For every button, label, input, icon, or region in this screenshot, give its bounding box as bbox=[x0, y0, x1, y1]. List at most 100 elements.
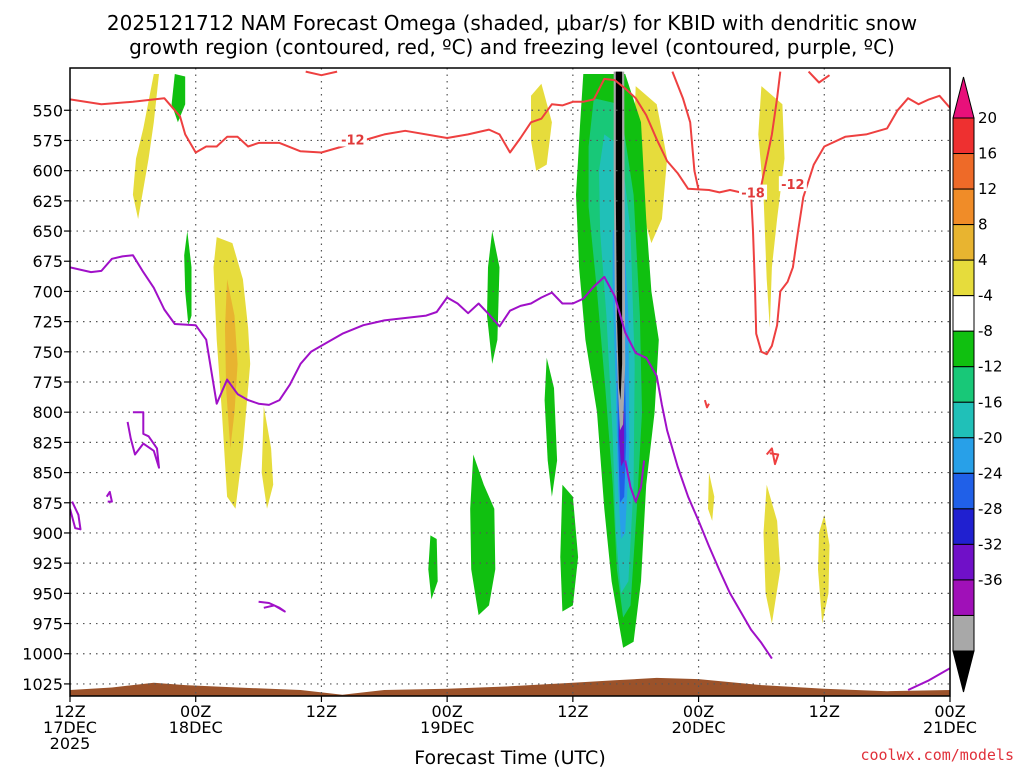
contour-labels: -12 -18 -12 bbox=[338, 131, 807, 202]
x-tick-label: 00Z bbox=[431, 702, 462, 721]
colorbar-label: 12 bbox=[978, 180, 997, 198]
omega-shade-region bbox=[132, 74, 159, 219]
x-tick-label: 19DEC bbox=[420, 718, 474, 737]
y-axis-ticks: 550 575 600 625 650 675 700 725 750 775 800 825 850 8… bbox=[22, 101, 70, 694]
y-tick-label: 600 bbox=[32, 162, 63, 181]
y-tick-label: 900 bbox=[32, 524, 63, 543]
omega-shade-region bbox=[470, 454, 496, 616]
colorbar-label: -28 bbox=[978, 500, 1003, 518]
contour-line bbox=[126, 411, 160, 469]
contour-line bbox=[70, 254, 773, 660]
y-tick-label: 625 bbox=[32, 192, 63, 211]
colorbar-label: -12 bbox=[978, 358, 1003, 376]
terrain-layer bbox=[70, 677, 950, 696]
x-tick-label: 12Z bbox=[306, 702, 337, 721]
omega-shade-region bbox=[758, 86, 785, 328]
colorbar-bin bbox=[952, 330, 975, 368]
colorbar-label: -16 bbox=[978, 393, 1003, 411]
x-tick-label: 21DEC bbox=[923, 718, 977, 737]
contour-label-bg bbox=[338, 131, 367, 147]
omega-shade-region bbox=[763, 484, 781, 624]
colorbar-bin bbox=[952, 117, 975, 155]
y-tick-label: 800 bbox=[32, 403, 63, 422]
contour-line bbox=[70, 77, 751, 194]
contour-label-bg bbox=[739, 184, 768, 200]
y-tick-label: 950 bbox=[32, 584, 63, 603]
omega-shade-region bbox=[708, 472, 715, 521]
x-tick-label: 12Z bbox=[809, 702, 840, 721]
colorbar-label: -32 bbox=[978, 535, 1003, 553]
colorbar-bin bbox=[952, 543, 975, 581]
x-tick-label: 12Z bbox=[557, 702, 588, 721]
contour-label-bg bbox=[778, 176, 807, 192]
contour-line bbox=[907, 667, 950, 691]
chart-title-line-2: growth region (contoured, red, ºC) and f… bbox=[129, 35, 895, 59]
colorbar-bottom-arrow bbox=[952, 650, 975, 693]
y-tick-label: 1000 bbox=[22, 645, 63, 664]
colorbar-label: 4 bbox=[978, 251, 988, 269]
y-tick-label: 925 bbox=[32, 554, 63, 573]
colorbar-bin bbox=[952, 188, 975, 226]
x-tick-label: 18DEC bbox=[169, 718, 223, 737]
y-tick-label: 1025 bbox=[22, 675, 63, 694]
contour-line bbox=[703, 399, 710, 409]
contour-line bbox=[624, 460, 646, 503]
colorbar-label: -36 bbox=[978, 571, 1003, 589]
x-tick-label: 12Z bbox=[54, 702, 85, 721]
omega-shade-region bbox=[261, 406, 274, 509]
contour-label: -12 bbox=[341, 133, 365, 148]
colorbar-bin bbox=[952, 153, 975, 190]
y-tick-label: 550 bbox=[32, 101, 63, 120]
omega-shading-layer bbox=[132, 71, 830, 648]
colorbar-bin bbox=[952, 259, 975, 297]
contour-label: -18 bbox=[741, 187, 765, 202]
y-tick-label: 850 bbox=[32, 464, 63, 483]
omega-shade-region bbox=[560, 484, 579, 612]
y-tick-label: 700 bbox=[32, 282, 63, 301]
x-tick-label: 00Z bbox=[934, 702, 965, 721]
contour-line bbox=[671, 71, 700, 191]
colorbar-bin bbox=[952, 614, 975, 652]
colorbar-label: 16 bbox=[978, 145, 997, 163]
contour-line bbox=[305, 70, 338, 77]
x-tick-label: 00Z bbox=[180, 702, 211, 721]
colorbar-bin bbox=[952, 472, 975, 510]
colorbar-bin bbox=[952, 508, 975, 545]
credit-text: coolwx.com/models bbox=[860, 746, 1014, 764]
colorbar-bin bbox=[952, 579, 975, 616]
omega-shade-region bbox=[544, 357, 558, 497]
y-tick-label: 825 bbox=[32, 433, 63, 452]
y-tick-label: 575 bbox=[32, 131, 63, 150]
x-tick-label: 20DEC bbox=[672, 718, 726, 737]
colorbar-label: -24 bbox=[978, 464, 1003, 482]
colorbar-label: 20 bbox=[978, 109, 997, 127]
colorbar-label: -8 bbox=[978, 322, 993, 340]
contour-line bbox=[807, 70, 831, 84]
colorbar-label: -20 bbox=[978, 429, 1003, 447]
contour-line bbox=[750, 94, 950, 356]
y-tick-label: 975 bbox=[32, 615, 63, 634]
x-tick-label: 2025 bbox=[50, 734, 91, 753]
colorbar-label: 8 bbox=[978, 216, 988, 234]
omega-shade-region bbox=[487, 231, 500, 364]
contour-layer bbox=[70, 70, 950, 691]
contour-line bbox=[105, 490, 113, 503]
terrain-surface bbox=[70, 677, 950, 696]
chart-title-line-1: 2025121712 NAM Forecast Omega (shaded, μ… bbox=[107, 11, 917, 35]
y-tick-label: 775 bbox=[32, 373, 63, 392]
y-tick-label: 650 bbox=[32, 222, 63, 241]
x-tick-label: 17DEC bbox=[43, 718, 97, 737]
colorbar-bin bbox=[952, 401, 975, 439]
contour-line bbox=[70, 501, 82, 531]
colorbar-bin bbox=[952, 295, 975, 332]
contour-label: -12 bbox=[781, 178, 805, 193]
gridlines bbox=[70, 68, 950, 696]
colorbar-bin bbox=[952, 366, 975, 403]
colorbar: 20 16 12 8 4 -4 -8 -12 -16 -20 -24 -28 -32 -36 bbox=[952, 76, 1003, 693]
omega-shade-region bbox=[531, 83, 552, 171]
colorbar-label: -4 bbox=[978, 287, 993, 305]
x-tick-label: 00Z bbox=[683, 702, 714, 721]
